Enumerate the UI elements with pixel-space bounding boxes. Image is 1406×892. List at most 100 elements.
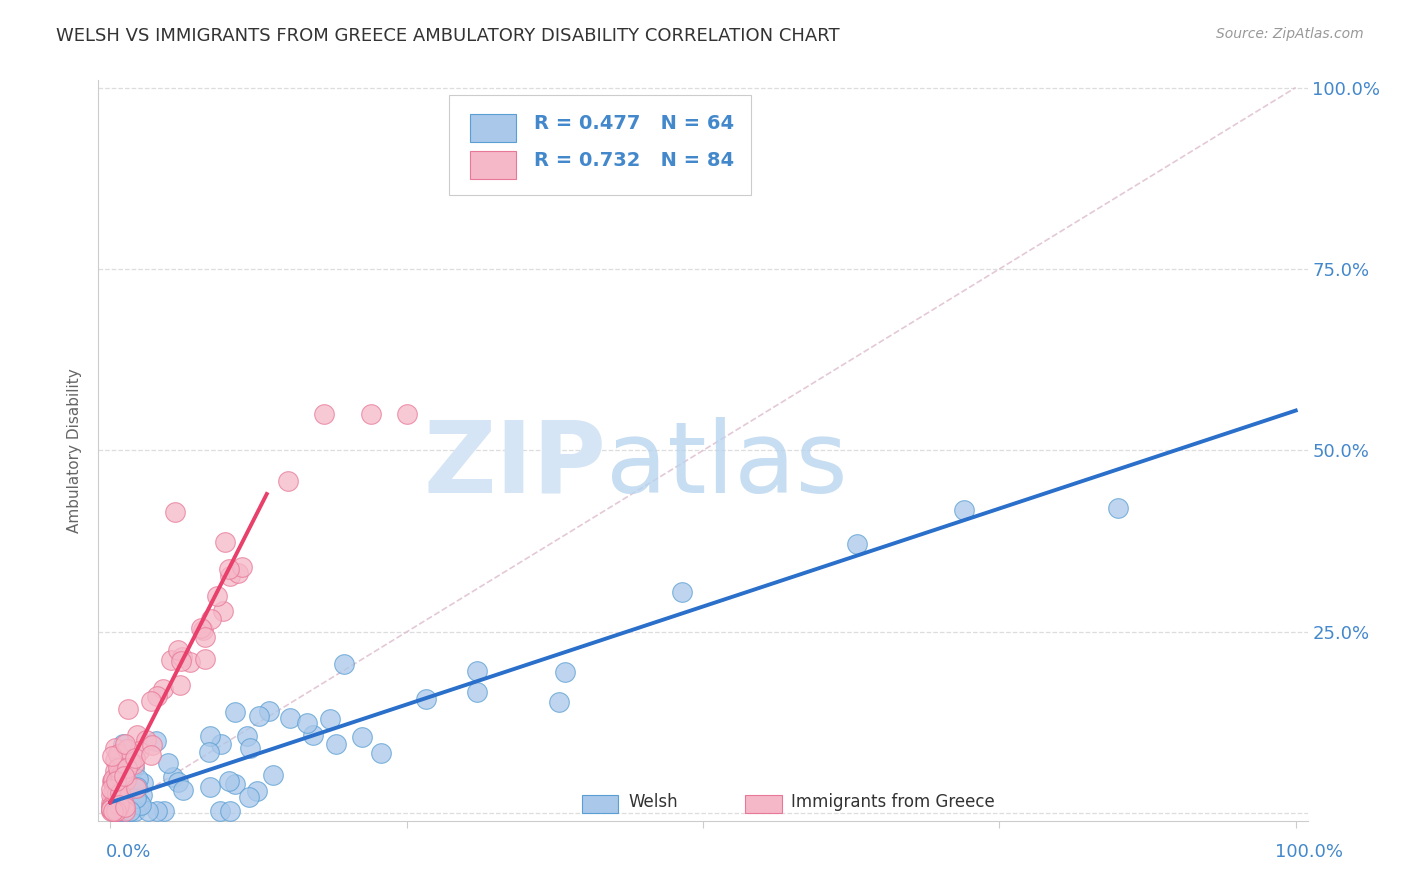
Point: [179, 655, 201, 669]
Point: [1107, 500, 1129, 515]
Point: [193, 623, 215, 637]
Point: [125, 790, 148, 805]
Point: [139, 694, 162, 708]
Point: [120, 804, 142, 818]
Point: [198, 729, 221, 743]
Point: [104, 803, 127, 817]
Point: [105, 773, 128, 788]
Point: [104, 764, 127, 778]
Point: [103, 783, 125, 797]
Point: [101, 797, 124, 812]
FancyBboxPatch shape: [449, 95, 751, 195]
Point: [465, 664, 488, 678]
Point: [312, 407, 335, 421]
Text: Immigrants from Greece: Immigrants from Greece: [792, 793, 995, 811]
Point: [952, 502, 974, 516]
Point: [107, 747, 129, 761]
Point: [103, 804, 125, 818]
Point: [370, 746, 392, 760]
Point: [205, 589, 228, 603]
Point: [124, 751, 146, 765]
Point: [128, 795, 150, 809]
Point: [218, 569, 240, 583]
Point: [112, 769, 135, 783]
Point: [100, 802, 122, 816]
Point: [239, 741, 262, 756]
FancyBboxPatch shape: [470, 151, 516, 178]
Point: [231, 559, 253, 574]
Point: [117, 702, 139, 716]
Point: [395, 407, 418, 421]
Point: [100, 801, 122, 815]
Point: [170, 654, 193, 668]
Point: [200, 612, 222, 626]
Point: [671, 585, 693, 599]
Point: [112, 737, 135, 751]
Point: [112, 797, 135, 811]
Point: [127, 772, 149, 786]
Point: [115, 742, 138, 756]
FancyBboxPatch shape: [582, 795, 619, 814]
Point: [467, 685, 489, 699]
Point: [110, 771, 132, 785]
Point: [262, 768, 284, 782]
Point: [172, 783, 194, 797]
Point: [112, 804, 135, 818]
Point: [108, 786, 131, 800]
Point: [170, 650, 193, 665]
Point: [124, 804, 146, 818]
Point: [114, 804, 136, 818]
Point: [100, 804, 122, 818]
Point: [146, 690, 169, 704]
Point: [166, 643, 188, 657]
Point: [219, 804, 242, 818]
Point: [125, 780, 148, 795]
Point: [100, 801, 122, 815]
Point: [218, 773, 240, 788]
Point: [108, 804, 131, 818]
Point: [190, 621, 212, 635]
Point: [101, 804, 124, 818]
Point: [218, 562, 240, 576]
Point: [127, 780, 149, 794]
Point: [103, 804, 125, 818]
Point: [105, 804, 128, 818]
Point: [141, 738, 163, 752]
Point: [302, 728, 325, 742]
Point: [146, 804, 169, 818]
Point: [554, 665, 576, 680]
Point: [214, 535, 236, 549]
Point: [104, 804, 127, 818]
Point: [128, 799, 150, 814]
Point: [107, 801, 129, 815]
Text: Source: ZipAtlas.com: Source: ZipAtlas.com: [1216, 27, 1364, 41]
Text: R = 0.732   N = 84: R = 0.732 N = 84: [534, 151, 734, 169]
Point: [110, 780, 132, 795]
Point: [114, 737, 136, 751]
Point: [325, 738, 347, 752]
Point: [101, 774, 124, 789]
Text: 0.0%: 0.0%: [105, 843, 150, 861]
Point: [152, 682, 174, 697]
Point: [104, 804, 127, 818]
Point: [224, 705, 246, 719]
Point: [211, 604, 233, 618]
Point: [101, 748, 124, 763]
Point: [235, 729, 257, 743]
Point: [103, 804, 125, 818]
Point: [105, 791, 128, 805]
Point: [114, 800, 136, 814]
Point: [103, 787, 125, 801]
Point: [135, 733, 157, 747]
Point: [101, 789, 124, 803]
Point: [209, 737, 232, 751]
Point: [169, 678, 191, 692]
Point: [110, 768, 132, 782]
Point: [103, 772, 125, 786]
Point: [128, 744, 150, 758]
Point: [194, 651, 217, 665]
Text: ZIP: ZIP: [423, 417, 606, 514]
Point: [145, 733, 167, 747]
Text: R = 0.477   N = 64: R = 0.477 N = 64: [534, 113, 734, 133]
Point: [208, 804, 231, 818]
